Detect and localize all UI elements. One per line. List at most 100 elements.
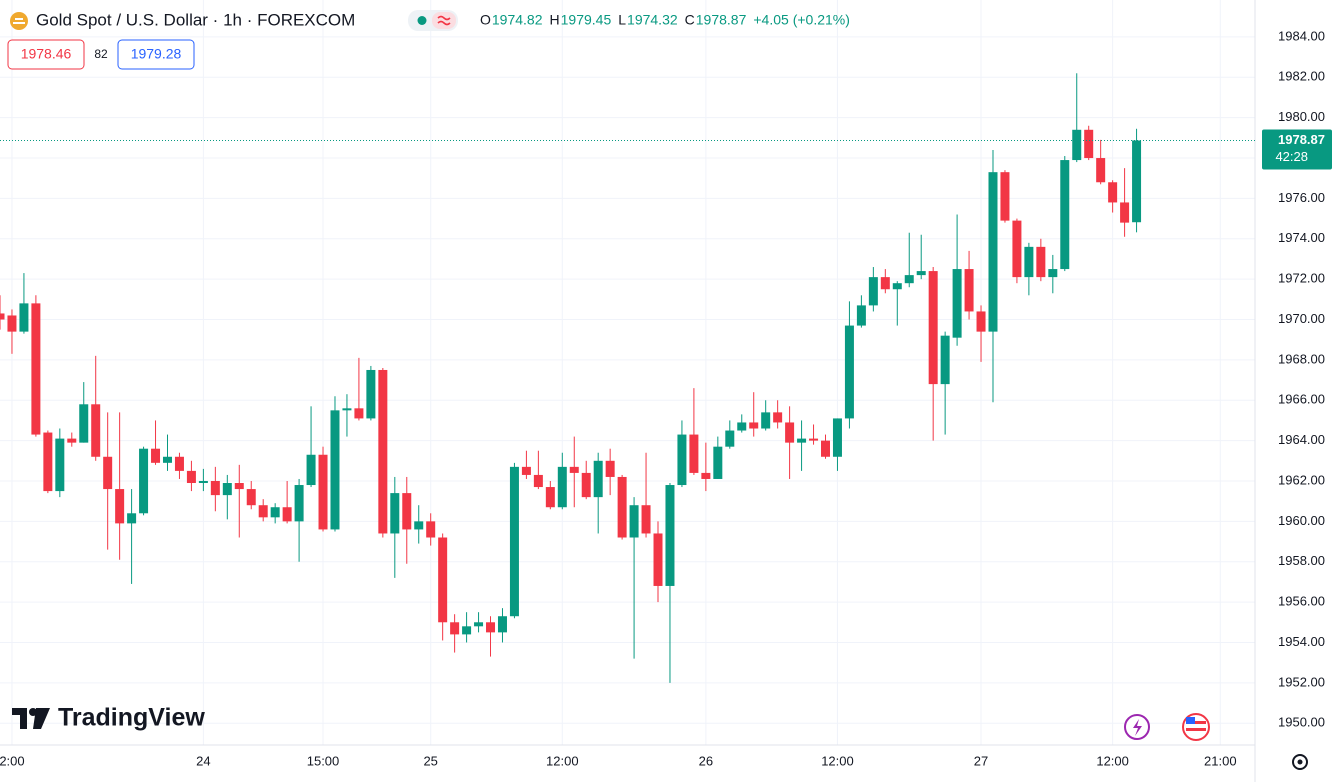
candle-body bbox=[1120, 202, 1130, 223]
candle-body bbox=[880, 277, 890, 290]
candle-body bbox=[1108, 182, 1118, 203]
flag-stripe bbox=[1186, 721, 1206, 724]
y-tick-label: 1984.00 bbox=[1278, 28, 1325, 43]
candle-body bbox=[210, 480, 220, 496]
ohlc-key: C bbox=[685, 12, 695, 28]
candle-body bbox=[785, 422, 795, 443]
candle-body bbox=[282, 507, 292, 522]
y-tick-label: 1980.00 bbox=[1278, 109, 1325, 124]
candle-body bbox=[569, 466, 579, 473]
candle-body bbox=[665, 485, 675, 586]
candle-body bbox=[809, 438, 819, 441]
y-tick-label: 1976.00 bbox=[1278, 190, 1325, 205]
candle-body bbox=[378, 369, 388, 534]
y-tick-label: 1960.00 bbox=[1278, 513, 1325, 528]
candle-body bbox=[354, 408, 364, 419]
candle-body bbox=[31, 303, 41, 435]
logo-text: TradingView bbox=[58, 704, 205, 732]
candle-body bbox=[55, 438, 65, 492]
candle-body bbox=[976, 311, 986, 332]
y-tick-label: 1958.00 bbox=[1278, 553, 1325, 568]
y-tick-label: 1970.00 bbox=[1278, 311, 1325, 326]
candle-body bbox=[366, 369, 376, 419]
candle-body bbox=[462, 626, 472, 635]
ohlc-key: L bbox=[618, 12, 626, 28]
candle-body bbox=[641, 505, 651, 534]
symbol-icon-mark bbox=[13, 18, 25, 24]
ohlc-legend: O 1974.82 H 1979.45 L 1974.32 C 1978.87 +4.05 (+… bbox=[480, 12, 850, 28]
logo-icon bbox=[12, 708, 50, 729]
candle-body bbox=[222, 483, 232, 496]
flash-bolt bbox=[1133, 719, 1142, 736]
candle-body bbox=[749, 422, 759, 429]
candle-body bbox=[450, 622, 460, 635]
candle-body bbox=[486, 622, 496, 633]
candle-body bbox=[856, 305, 866, 326]
y-tick-label: 1954.00 bbox=[1278, 634, 1325, 649]
y-tick-label: 1956.00 bbox=[1278, 594, 1325, 609]
spread: 82 bbox=[94, 47, 108, 61]
grid bbox=[0, 0, 1255, 745]
candle-body bbox=[761, 412, 771, 429]
candle-body bbox=[940, 335, 950, 385]
approx-icon bbox=[437, 15, 451, 26]
candle-body bbox=[821, 440, 831, 457]
y-tick-label: 1972.00 bbox=[1278, 271, 1325, 286]
candle-body bbox=[258, 505, 268, 518]
ask-price: 1979.28 bbox=[131, 46, 182, 62]
candle-body bbox=[677, 434, 687, 486]
candle-body bbox=[127, 513, 137, 524]
y-tick-label: 1950.00 bbox=[1278, 715, 1325, 730]
candle-body bbox=[67, 438, 77, 443]
candle-body bbox=[1000, 172, 1010, 221]
candle-body bbox=[832, 418, 842, 457]
candle-body bbox=[868, 277, 878, 306]
candle-body bbox=[186, 470, 196, 484]
candles bbox=[0, 73, 1142, 683]
candle-body bbox=[617, 476, 627, 538]
bid-price: 1978.46 bbox=[21, 46, 72, 62]
candle-body bbox=[79, 404, 89, 443]
candle-body bbox=[904, 275, 914, 284]
ohlc-value: 1974.32 bbox=[627, 12, 678, 28]
candle-body bbox=[964, 269, 974, 312]
candle-body bbox=[1036, 246, 1046, 278]
candle-body bbox=[497, 616, 507, 633]
candle-body bbox=[725, 430, 735, 447]
candle-body bbox=[426, 521, 436, 538]
settings-icon[interactable] bbox=[1292, 754, 1308, 770]
candle-body bbox=[545, 487, 555, 508]
ohlc-value: 1979.45 bbox=[561, 12, 612, 28]
y-tick-label: 1974.00 bbox=[1278, 230, 1325, 245]
ohlc-key: H bbox=[550, 12, 560, 28]
candle-body bbox=[342, 408, 352, 411]
last-price: 1978.87 bbox=[1278, 132, 1325, 147]
candle-body bbox=[7, 315, 17, 332]
price-label-box bbox=[1262, 129, 1332, 170]
y-tick-label: 1966.00 bbox=[1278, 392, 1325, 407]
candle-body bbox=[581, 472, 591, 498]
y-tick-label: 1968.00 bbox=[1278, 351, 1325, 366]
candle-body bbox=[1084, 129, 1094, 159]
x-tick-label: 27 bbox=[974, 753, 988, 768]
ohlc-key: O bbox=[480, 12, 491, 28]
x-tick-label: 26 bbox=[699, 753, 713, 768]
symbol-icon bbox=[10, 12, 28, 30]
candle-body bbox=[474, 622, 484, 627]
ask-box[interactable] bbox=[117, 39, 195, 70]
candle-body bbox=[701, 472, 711, 479]
candle-body bbox=[928, 271, 938, 385]
candle-body bbox=[689, 434, 699, 473]
flag-canton bbox=[1186, 717, 1195, 724]
x-tick-label: 21:00 bbox=[1204, 753, 1237, 768]
candle-body bbox=[1072, 129, 1082, 161]
x-tick-label: 12:00 bbox=[821, 753, 854, 768]
candle-body bbox=[162, 456, 172, 463]
candle-body bbox=[139, 448, 149, 514]
y-tick-label: 1962.00 bbox=[1278, 472, 1325, 487]
candle-body bbox=[438, 537, 448, 623]
status-dot bbox=[417, 16, 427, 25]
candle-body bbox=[91, 404, 101, 457]
candle-body bbox=[151, 448, 161, 463]
bid-box[interactable] bbox=[7, 39, 85, 70]
